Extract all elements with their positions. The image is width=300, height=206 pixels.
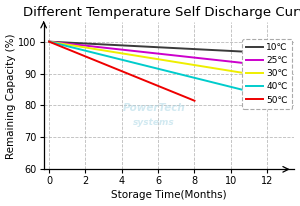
Legend: 10℃, 25℃, 30℃, 40℃, 50℃: 10℃, 25℃, 30℃, 40℃, 50℃ — [242, 39, 292, 109]
50℃ — [193, 99, 196, 102]
Text: systems: systems — [133, 118, 175, 127]
X-axis label: Storage Time(Months): Storage Time(Months) — [111, 190, 227, 200]
50℃ — [47, 40, 51, 43]
Text: PowerTech: PowerTech — [123, 103, 185, 113]
Line: 50℃: 50℃ — [49, 42, 194, 101]
Title: Different Temperature Self Discharge Curve: Different Temperature Self Discharge Cur… — [23, 6, 300, 19]
Y-axis label: Remaining Capacity (%): Remaining Capacity (%) — [6, 33, 16, 159]
